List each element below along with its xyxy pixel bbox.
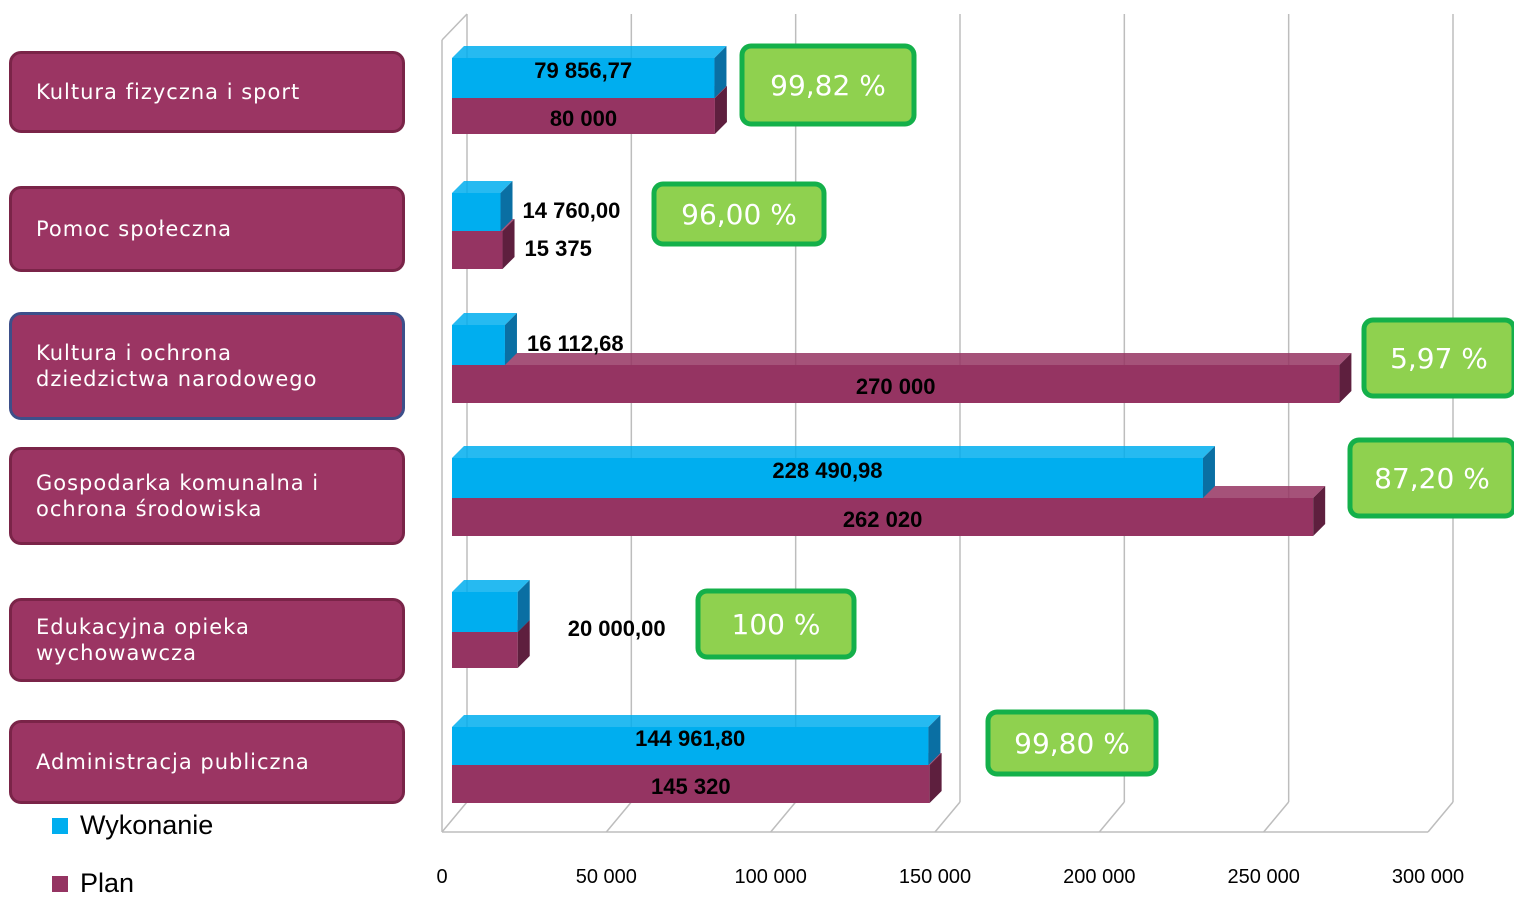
x-tick-label: 100 000: [735, 866, 807, 888]
x-tick-label: 200 000: [1063, 866, 1135, 888]
data-label-plan: 262 020: [843, 507, 923, 532]
data-label-plan: 145 320: [651, 774, 731, 799]
x-tick-label: 300 000: [1392, 866, 1464, 888]
category-label: Pomoc społeczna: [9, 186, 405, 272]
floor-gridline: [605, 801, 632, 833]
legend-label: Wykonanie: [80, 810, 214, 840]
percentage-value: 5,97 %: [1390, 342, 1488, 375]
bar-wykonanie: [452, 580, 530, 632]
category-label: Edukacyjna opieka wychowawcza: [9, 598, 405, 682]
floor-gridline: [934, 801, 961, 833]
bar-wykonanie: [452, 446, 1215, 498]
data-label-plan: 15 375: [525, 236, 592, 261]
percentage-badge: 99,80 %: [985, 709, 1159, 777]
legend-entry: Wykonanie: [52, 810, 213, 841]
data-label-wykonanie: 16 112,68: [527, 331, 624, 356]
percentage-value: 100 %: [732, 608, 821, 641]
bar-wykonanie: [452, 181, 513, 231]
percentage-value: 99,82 %: [770, 69, 886, 102]
legend-label: Plan: [80, 868, 135, 898]
floor-gridline: [441, 801, 468, 833]
x-tick-label: 250 000: [1228, 866, 1300, 888]
percentage-value: 99,80 %: [1014, 727, 1130, 760]
data-label-plan: 80 000: [550, 106, 617, 131]
percentage-value: 96,00 %: [681, 198, 797, 231]
bar-wykonanie: [452, 715, 941, 765]
percentage-value: 87,20 %: [1374, 462, 1490, 495]
floor-gridline: [1427, 801, 1454, 833]
bar-plan: [452, 353, 1352, 403]
bar-wykonanie: [452, 313, 517, 365]
x-tick-label: 150 000: [899, 866, 971, 888]
data-label-wykonanie: 228 490,98: [772, 458, 882, 483]
category-label: Gospodarka komunalna i ochrona środowisk…: [9, 447, 405, 545]
percentage-badge: 96,00 %: [651, 181, 827, 247]
legend-swatch: [52, 875, 68, 892]
data-label-plan: 270 000: [856, 374, 936, 399]
category-label: Administracja publiczna: [9, 720, 405, 804]
percentage-badge: 99,82 %: [739, 43, 917, 127]
percentage-badge: 100 %: [695, 588, 857, 660]
x-tick-label: 50 000: [576, 866, 637, 888]
category-label: Kultura i ochrona dziedzictwa narodowego: [9, 312, 405, 420]
grid: [441, 13, 1454, 833]
data-label-wykonanie: 144 961,80: [635, 726, 745, 751]
data-label-wykonanie: 14 760,00: [523, 198, 621, 223]
percentage-badge: 5,97 %: [1361, 317, 1514, 399]
floor-gridline: [1263, 801, 1290, 833]
data-label-wykonanie: 79 856,77: [534, 58, 632, 83]
x-tick-label: 0: [436, 866, 447, 888]
legend-entry: Plan: [52, 868, 134, 899]
bar-wykonanie: [452, 46, 727, 98]
floor-gridline: [1098, 801, 1125, 833]
category-label: Kultura fizyczna i sport: [9, 51, 405, 133]
percentage-badge: 87,20 %: [1347, 437, 1514, 519]
data-label-wykonanie: 20 000,00: [568, 616, 666, 641]
floor-gridline: [770, 801, 797, 833]
legend-swatch: [52, 817, 68, 834]
